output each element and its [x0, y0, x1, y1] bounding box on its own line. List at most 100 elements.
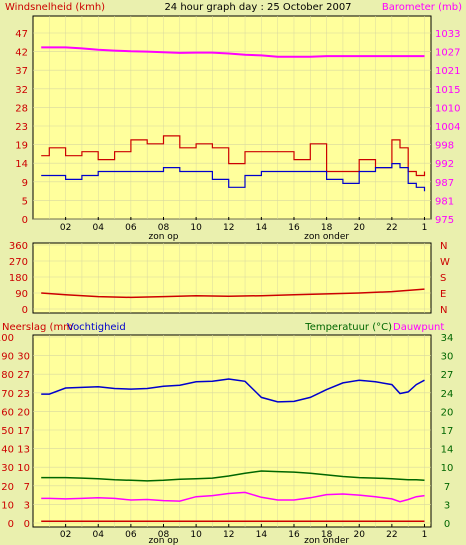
humidity-axis-title: Vochtigheid — [67, 322, 126, 333]
barometer-y-tick: 998 — [435, 141, 454, 152]
x-tick-label: 12 — [223, 223, 234, 233]
x-tick-label: 08 — [158, 223, 170, 233]
x-tick-label: 02 — [60, 223, 71, 233]
wind-y-tick: 19 — [15, 141, 28, 152]
rain-y-tick: 17 — [17, 426, 30, 437]
x-tick-label: 02 — [60, 530, 71, 540]
x-tick-label: 16 — [288, 223, 300, 233]
barometer-line — [41, 46, 425, 58]
temperature-y-tick: 0 — [444, 519, 450, 530]
wind-direction-line — [41, 288, 425, 299]
barometer-y-tick: 1004 — [435, 122, 460, 133]
x-tick-label: 14 — [256, 530, 268, 540]
barometer-y-tick: 1027 — [435, 48, 460, 59]
temperature-axis-title: Temperatuur (°C) — [304, 322, 392, 333]
temperature-y-tick: 10 — [441, 463, 454, 474]
rain-y-tick: 13 — [17, 445, 30, 456]
rain-axis-title: Neerslag (mm — [2, 322, 73, 333]
wind-panel-grid — [33, 16, 431, 220]
x-tick-label: 10 — [190, 223, 202, 233]
humidity-y-tick: 50 — [1, 426, 14, 437]
humidity-line — [41, 378, 425, 403]
time-axis-1: 02 04 06 08 10 12 14 16 18 20 22 1 — [60, 217, 427, 233]
compass-tick: N — [440, 305, 447, 316]
x-tick-label: 18 — [321, 223, 333, 233]
barometer-y-tick: 1033 — [435, 29, 460, 40]
rain-y-tick: 3 — [24, 500, 30, 511]
x-tick-label: 22 — [386, 530, 397, 540]
rain-y-tick: 20 — [17, 407, 30, 418]
x-tick-label: 20 — [354, 530, 366, 540]
humidity-y-tick: 30 — [1, 463, 14, 474]
wind-speed-line — [41, 135, 426, 177]
temperature-y-tick: 30 — [441, 352, 454, 363]
temperature-y-tick: 7 — [444, 482, 450, 493]
compass-tick: N — [440, 241, 447, 252]
rain-y-tick: 7 — [24, 482, 30, 493]
direction-y-tick: 360 — [9, 241, 28, 252]
barometer-y-tick: 992 — [435, 159, 454, 170]
direction-y-tick: 270 — [9, 257, 28, 268]
rain-y-tick: 30 — [17, 352, 30, 363]
wind-y-tick: 0 — [22, 215, 28, 226]
temperature-y-tick: 14 — [441, 445, 454, 456]
x-tick-label: 16 — [288, 530, 300, 540]
x-tick-label: 20 — [354, 223, 366, 233]
humidity-y-tick: 40 — [1, 445, 14, 456]
barometer-y-tick: 981 — [435, 196, 454, 207]
humidity-y-tick: 10 — [1, 500, 14, 511]
dewpoint-line — [41, 491, 425, 503]
rain-humidity-y-axis: 010203040506070809010003710131720232730 — [0, 333, 30, 530]
direction-y-tick: 180 — [9, 273, 28, 284]
temperature-y-tick: 24 — [441, 389, 454, 400]
temperature-y-tick: 3 — [444, 500, 450, 511]
sunrise-label-2: zon op — [148, 536, 178, 545]
temperature-y-tick: 34 — [441, 333, 454, 344]
x-tick-label: 1 — [422, 530, 428, 540]
wind-y-axis: 0 5 9 14 19 23 28 32 37 42 47 — [15, 29, 28, 226]
sunrise-label: zon op — [148, 232, 178, 242]
direction-y-tick: 90 — [15, 289, 28, 300]
chart-title: 24 hour graph day : 25 October 2007 — [164, 2, 351, 13]
wind-y-tick: 5 — [22, 196, 28, 207]
wind-y-tick: 23 — [15, 122, 28, 133]
x-tick-label: 14 — [256, 223, 268, 233]
x-tick-label: 12 — [223, 530, 234, 540]
sunset-label: zon onder — [304, 232, 349, 242]
barometer-y-axis: 975 981 987 992 998 1004 1010 1015 1021 1027 1033 — [435, 29, 460, 226]
barometer-y-tick: 1021 — [435, 66, 460, 77]
dewpoint-axis-title: Dauwpunt — [393, 322, 444, 333]
x-tick-label: 22 — [386, 223, 397, 233]
x-tick-label: 08 — [158, 530, 170, 540]
wind-y-tick: 28 — [15, 103, 28, 114]
x-tick-label: 06 — [125, 530, 137, 540]
rain-y-tick: 10 — [17, 463, 30, 474]
time-axis-2: 02 04 06 08 10 12 14 16 18 20 22 1 — [60, 524, 427, 540]
temperature-y-axis: 0 3 7 10 14 17 20 24 27 30 34 — [441, 333, 454, 530]
direction-panel — [32, 242, 432, 314]
compass-tick: W — [440, 257, 450, 268]
rain-y-tick: 27 — [17, 370, 30, 381]
temperature-panel-grid — [33, 335, 431, 527]
sunset-label-2: zon onder — [304, 536, 349, 545]
barometer-y-tick: 975 — [435, 215, 454, 226]
humidity-y-tick: 90 — [1, 352, 14, 363]
x-tick-label: 10 — [190, 530, 202, 540]
compass-tick: E — [440, 289, 446, 300]
humidity-y-tick: 60 — [1, 407, 14, 418]
rain-y-tick: 0 — [24, 519, 30, 530]
wind-y-tick: 14 — [15, 159, 28, 170]
barometer-y-tick: 1015 — [435, 85, 460, 96]
x-tick-label: 1 — [422, 223, 428, 233]
humidity-y-tick: 100 — [0, 333, 14, 344]
wind-gust-line — [41, 163, 426, 192]
x-tick-label: 04 — [93, 530, 105, 540]
x-tick-label: 04 — [93, 223, 105, 233]
barometer-y-tick: 987 — [435, 178, 454, 189]
rain-y-tick: 23 — [17, 389, 30, 400]
wind-y-tick: 9 — [22, 178, 28, 189]
x-tick-label: 06 — [125, 223, 137, 233]
wind-axis-title: Windsnelheid (kmh) — [5, 2, 105, 13]
temperature-y-tick: 17 — [441, 426, 454, 437]
